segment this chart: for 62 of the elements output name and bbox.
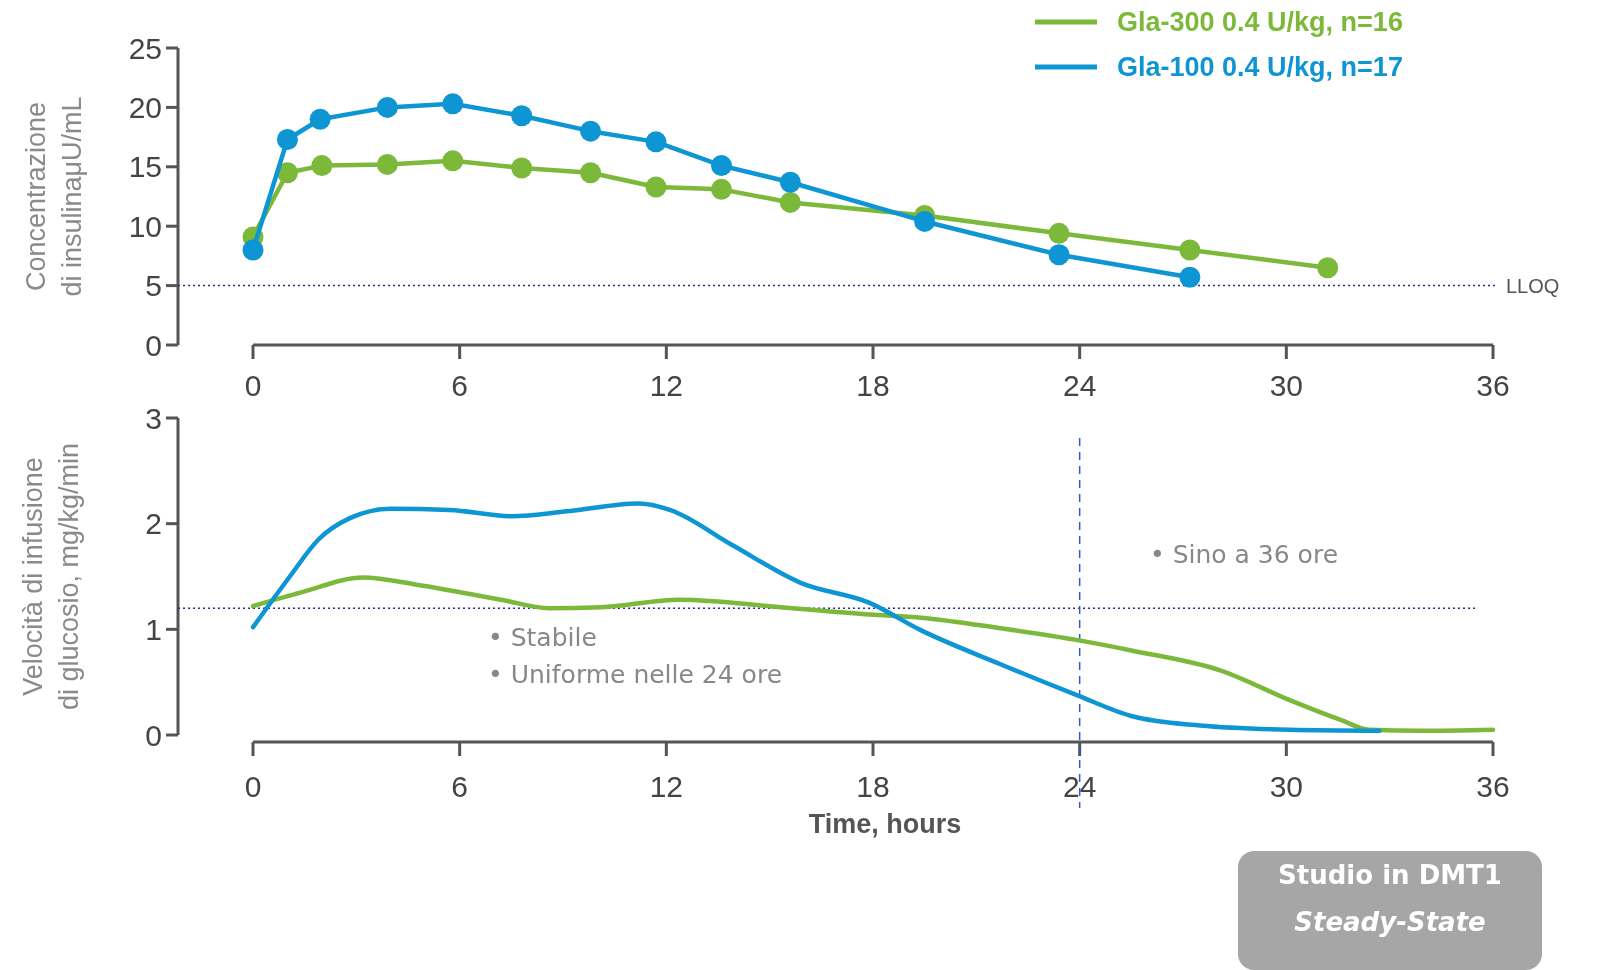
y-tick-label: 3 bbox=[145, 401, 162, 435]
point bbox=[779, 191, 801, 213]
point bbox=[442, 150, 464, 172]
x-tick-label: 18 bbox=[856, 770, 890, 803]
x-tick-label: 36 bbox=[1476, 369, 1510, 402]
x-tick-label: 24 bbox=[1062, 369, 1097, 402]
point bbox=[309, 108, 331, 130]
line-series bbox=[250, 575, 1496, 734]
y-tick-label: 25 bbox=[128, 31, 162, 65]
point bbox=[1179, 266, 1201, 288]
x-axis-title: Time, hours bbox=[808, 809, 962, 839]
y-tick-label: 2 bbox=[145, 507, 162, 541]
y-tick-label: 1 bbox=[145, 612, 162, 646]
y-tick-label: 10 bbox=[128, 209, 162, 243]
ref-line-label: LLOQ bbox=[1506, 274, 1560, 297]
y-tick-label: 0 bbox=[145, 718, 162, 752]
point bbox=[242, 239, 264, 261]
x-tick-label: 6 bbox=[451, 770, 469, 803]
annotation: • Uniforme nelle 24 ore bbox=[488, 660, 783, 689]
point bbox=[311, 155, 333, 177]
y-tick-label: 20 bbox=[128, 90, 162, 124]
legend-label: Gla-100 0.4 U/kg, n=17 bbox=[1117, 52, 1403, 83]
x-tick-label: 30 bbox=[1269, 369, 1304, 402]
point bbox=[442, 93, 464, 115]
x-tick-label: 0 bbox=[244, 369, 262, 402]
x-tick-label: 24 bbox=[1062, 770, 1097, 803]
point bbox=[376, 96, 398, 118]
point bbox=[1179, 239, 1201, 261]
line-series bbox=[250, 501, 1382, 734]
y-tick-label: 0 bbox=[145, 328, 162, 362]
point bbox=[580, 162, 602, 184]
y-tick-label: 15 bbox=[128, 150, 162, 184]
point bbox=[710, 178, 732, 200]
point bbox=[276, 162, 298, 184]
point bbox=[645, 176, 667, 198]
point bbox=[1048, 244, 1070, 266]
x-tick-label: 0 bbox=[244, 770, 262, 803]
point bbox=[1317, 257, 1339, 279]
point bbox=[710, 155, 732, 177]
point bbox=[914, 210, 936, 232]
point bbox=[779, 171, 801, 193]
x-tick-label: 12 bbox=[649, 369, 684, 402]
x-tick-label: 36 bbox=[1476, 770, 1510, 803]
point bbox=[376, 153, 398, 175]
x-tick-label: 12 bbox=[649, 770, 684, 803]
x-tick-label: 30 bbox=[1269, 770, 1304, 803]
y-tick-label: 5 bbox=[145, 269, 162, 303]
point bbox=[511, 105, 533, 127]
text: Steady-State bbox=[1294, 907, 1486, 937]
point bbox=[580, 120, 602, 142]
x-tick-label: 6 bbox=[451, 369, 469, 402]
annotation: • Sino a 36 ore bbox=[1150, 540, 1339, 569]
y-axis-title: Velocità di infusione di glucosio, mg/kg/min bbox=[18, 442, 84, 711]
point bbox=[645, 131, 667, 153]
x-tick-label: 18 bbox=[856, 369, 890, 402]
point bbox=[511, 157, 533, 179]
y-axis-title: Concentrazione di insulinaμU/mL bbox=[21, 96, 87, 297]
annotation: • Stabile bbox=[488, 623, 597, 652]
text: Studio in DMT1 bbox=[1278, 860, 1502, 890]
legend-label: Gla-300 0.4 U/kg, n=16 bbox=[1117, 7, 1403, 38]
point bbox=[276, 128, 298, 150]
point bbox=[1048, 222, 1070, 244]
